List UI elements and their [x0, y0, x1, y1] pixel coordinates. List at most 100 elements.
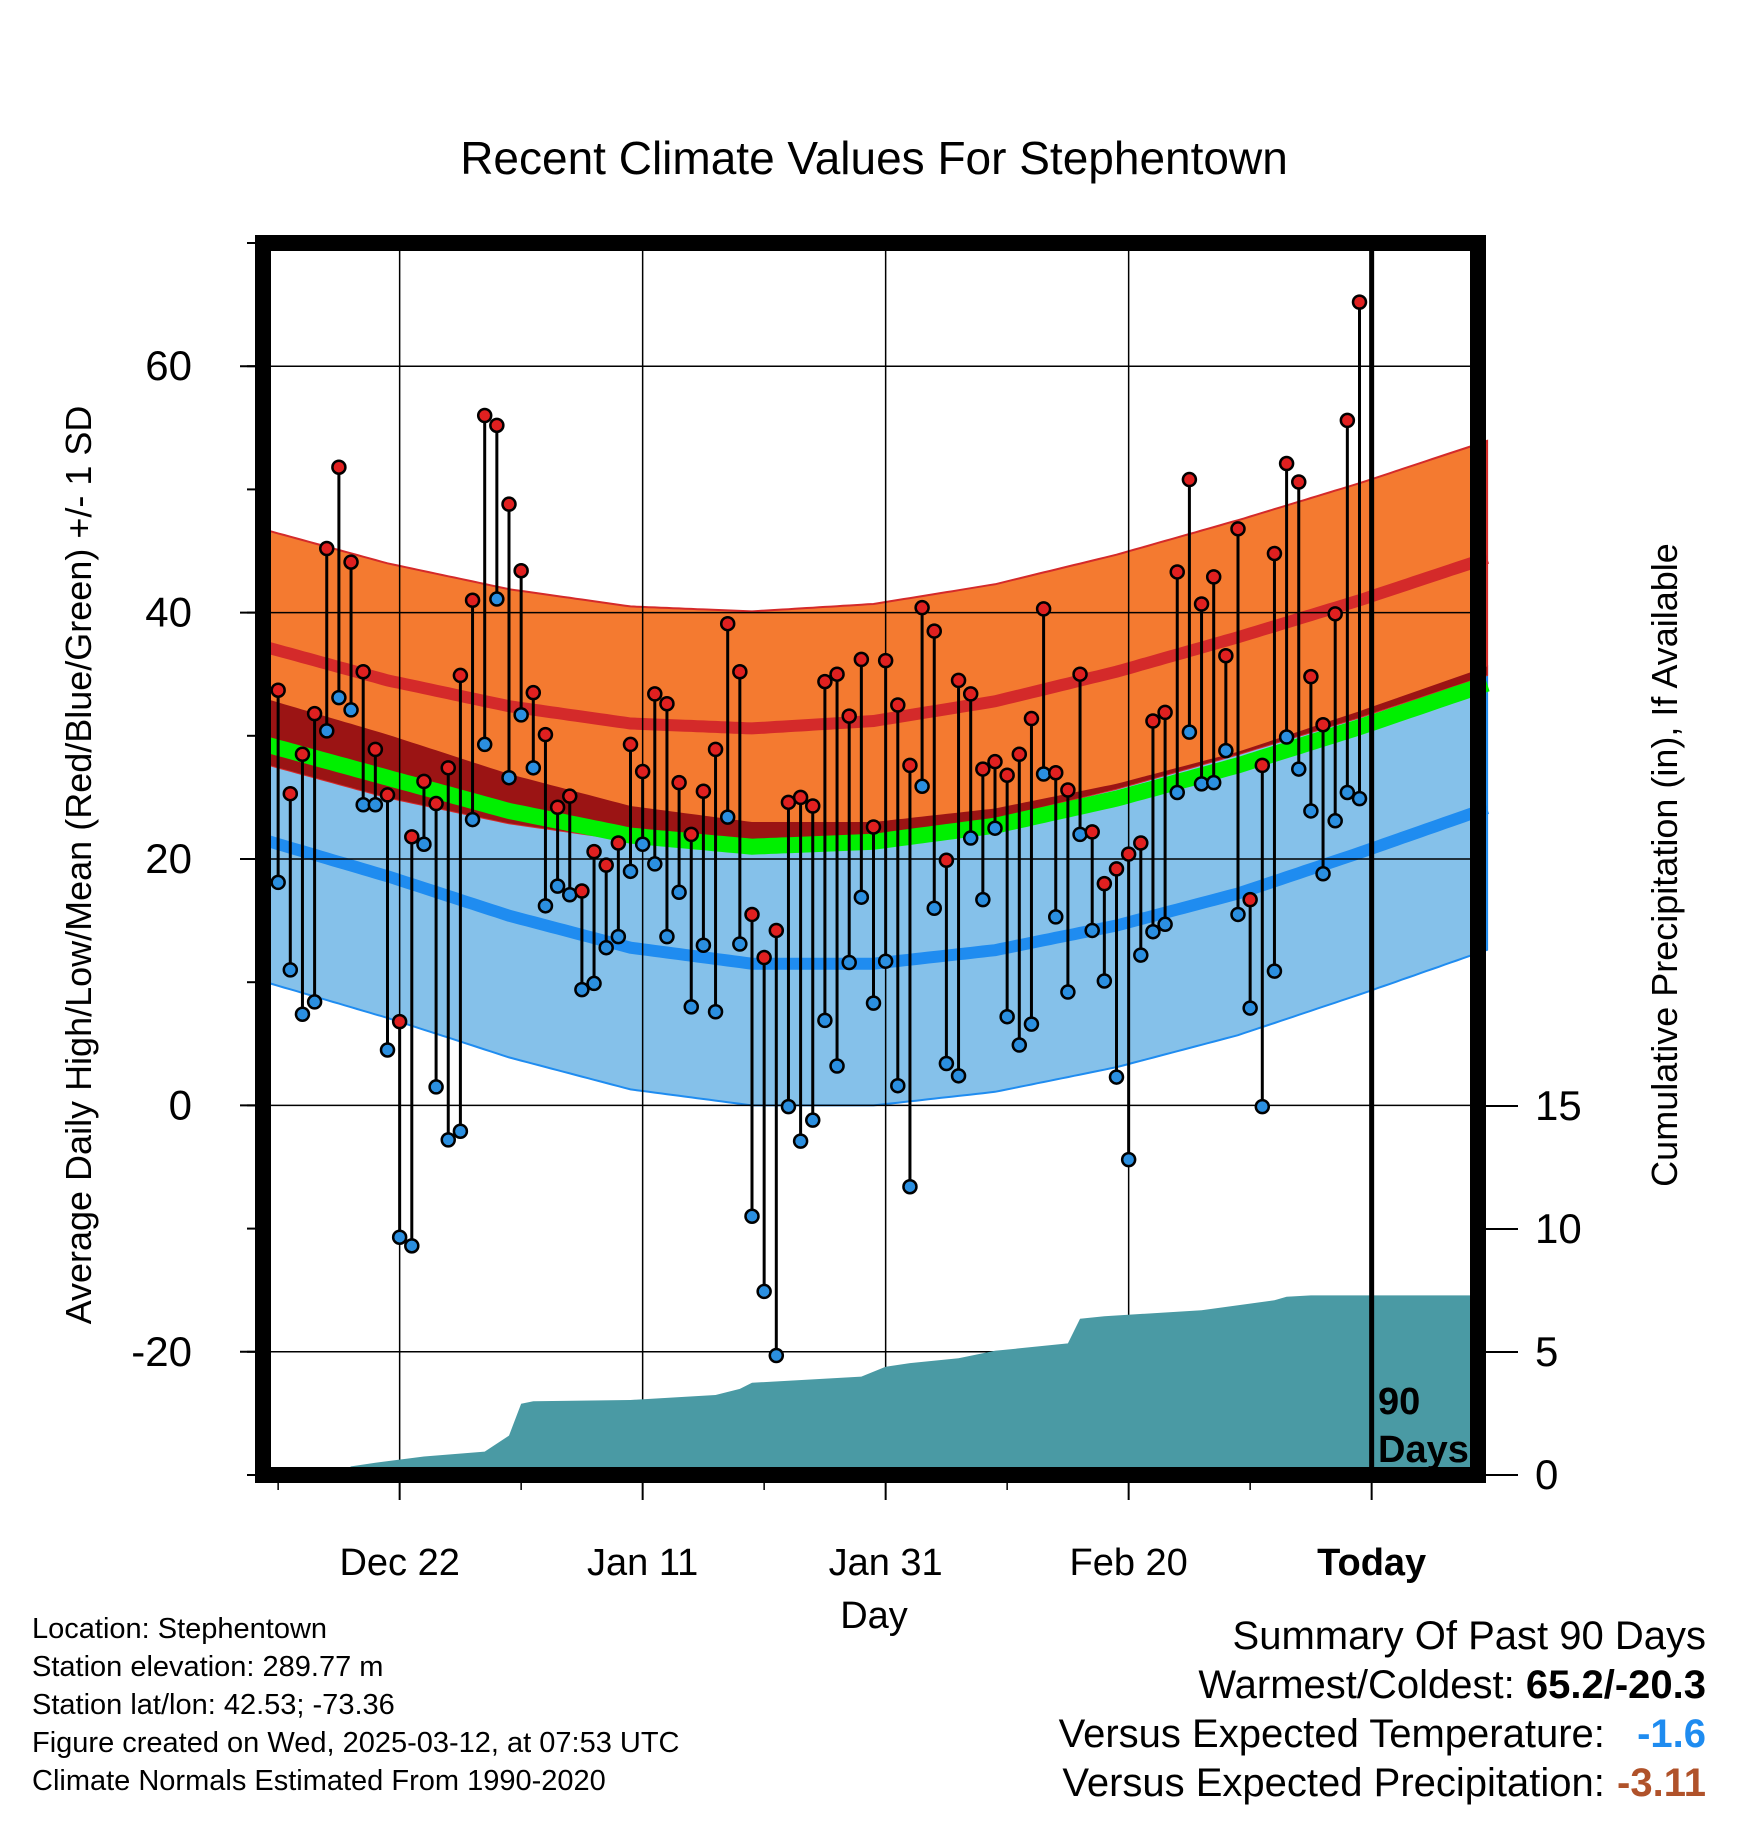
daily-low-point: [513, 707, 529, 723]
daily-low-point: [367, 797, 384, 813]
daily-low-point: [853, 889, 870, 905]
daily-low-point: [574, 981, 590, 998]
daily-low-point: [1291, 761, 1307, 777]
cumulative-precip-area: [266, 1295, 1481, 1475]
daily-high-point: [355, 663, 371, 680]
daily-high-point: [1230, 521, 1246, 537]
daily-low-point: [1157, 916, 1173, 933]
daily-low-point: [938, 1055, 955, 1072]
daily-high-point: [1157, 704, 1173, 721]
precip-anomaly-value: -3.11: [1617, 1761, 1706, 1805]
daily-low-point: [452, 1123, 469, 1140]
daily-high-point: [1205, 569, 1222, 585]
daily-low-point: [537, 898, 554, 914]
daily-high-point: [962, 686, 979, 702]
daily-high-point: [1145, 713, 1161, 729]
daily-high-point: [525, 684, 542, 701]
daily-low-point: [841, 954, 857, 971]
daily-low-point: [282, 962, 299, 978]
daily-high-point: [574, 883, 590, 899]
y-axis-label: Average Daily High/Low/Mean (Red/Blue/Gr…: [58, 406, 99, 1325]
daily-high-point: [416, 773, 432, 790]
daily-low-point: [489, 591, 505, 607]
daily-low-point: [1023, 1016, 1040, 1032]
daily-high-point: [938, 852, 955, 868]
daily-high-point: [367, 741, 384, 758]
daily-low-point: [586, 975, 602, 992]
daily-high-point: [379, 787, 396, 803]
daily-low-point: [926, 900, 942, 917]
daily-high-point: [1339, 412, 1356, 429]
daily-low-point: [890, 1077, 906, 1094]
daily-high-point: [489, 417, 505, 434]
daily-low-point: [476, 736, 493, 753]
daily-high-point: [671, 774, 687, 791]
daily-high-point: [707, 741, 724, 758]
today-days-label-2: Days: [1378, 1429, 1469, 1471]
daily-low-point: [1315, 866, 1331, 882]
daily-high-point: [744, 906, 760, 923]
daily-low-point: [683, 999, 699, 1015]
precip-area: [266, 1295, 1481, 1475]
x-tick-label: Today: [1317, 1542, 1426, 1584]
daily-high-point: [1072, 666, 1088, 682]
daily-low-point: [1181, 724, 1198, 740]
daily-low-point: [1120, 1151, 1137, 1168]
daily-high-point: [562, 788, 578, 804]
daily-low-point: [1169, 784, 1185, 801]
daily-high-point: [732, 663, 748, 680]
daily-observations: [270, 294, 1368, 1364]
daily-low-point: [865, 995, 882, 1011]
daily-high-point: [1218, 647, 1234, 664]
normal-high-line: [264, 552, 1490, 735]
daily-high-point: [1120, 846, 1137, 862]
elevation-text: Station elevation: 289.77 m: [32, 1651, 384, 1683]
daily-high-point: [902, 757, 918, 774]
daily-high-point: [647, 686, 663, 702]
daily-high-point: [464, 592, 481, 609]
daily-high-point: [476, 407, 493, 424]
daily-low-point: [525, 760, 542, 776]
x-tick-label: Feb 20: [1069, 1542, 1187, 1584]
x-tick-label: Dec 22: [339, 1542, 459, 1584]
temp-anomaly-row: Versus Expected Temperature: -1.6: [1059, 1710, 1706, 1759]
y2-tick-label: 15: [1535, 1082, 1582, 1129]
x-axis-label: Day: [840, 1595, 908, 1637]
daily-low-point: [319, 723, 335, 739]
daily-low-point: [695, 937, 712, 953]
daily-high-point: [1327, 606, 1343, 622]
daily-low-point: [780, 1098, 797, 1115]
daily-high-point: [1108, 861, 1125, 877]
daily-low-point: [391, 1229, 408, 1245]
daily-low-point: [732, 936, 748, 952]
daily-high-point: [975, 761, 991, 777]
daily-high-point: [768, 922, 785, 939]
temp-anomaly-value: -1.6: [1637, 1712, 1706, 1756]
daily-high-point: [634, 763, 651, 780]
daily-high-point: [792, 789, 809, 806]
daily-high-point: [549, 799, 566, 816]
daily-low-point: [1339, 784, 1356, 801]
daily-low-point: [404, 1238, 420, 1254]
x-tick-label: Jan 31: [829, 1542, 943, 1584]
latlon-text: Station lat/lon: 42.53; -73.36: [32, 1689, 395, 1721]
daily-low-point: [270, 874, 286, 891]
daily-low-point: [1351, 790, 1368, 807]
daily-high-point: [1048, 765, 1064, 781]
daily-high-point: [853, 651, 870, 668]
y2-axis-label: Cumulative Precipitation (in), If Availa…: [1644, 543, 1685, 1187]
daily-low-point: [719, 809, 736, 825]
daily-low-point: [744, 1208, 760, 1225]
daily-low-point: [1278, 729, 1295, 745]
location-text: Location: Stephentown: [32, 1613, 328, 1645]
summary-panel: Summary Of Past 90 Days Warmest/Coldest:…: [1059, 1612, 1706, 1808]
daily-low-point: [1133, 947, 1149, 963]
station-info: Location: Stephentown Station elevation:…: [32, 1610, 680, 1800]
daily-low-point: [975, 891, 991, 908]
daily-low-point: [902, 1178, 918, 1195]
daily-high-point: [719, 615, 736, 632]
daily-low-point: [1145, 923, 1161, 940]
daily-low-point: [999, 1008, 1015, 1025]
daily-high-point: [306, 705, 323, 722]
daily-low-point: [549, 878, 566, 894]
